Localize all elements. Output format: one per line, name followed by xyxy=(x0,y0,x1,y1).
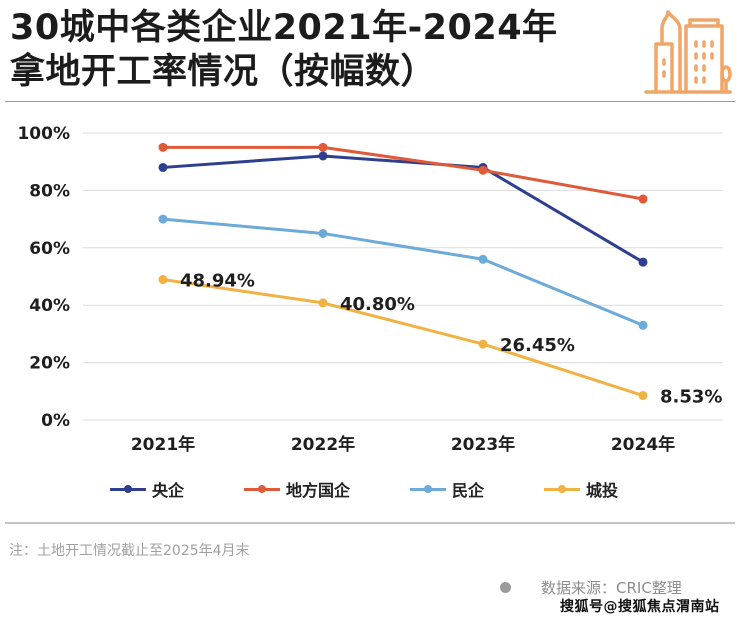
city-buildings-icon xyxy=(644,10,732,94)
data-point xyxy=(478,254,488,264)
footnote: 注：土地开工情况截止至2025年4月末 xyxy=(9,543,250,559)
series-1 xyxy=(158,142,648,204)
legend-label: 城投 xyxy=(586,481,619,500)
y-tick-label: 20% xyxy=(29,354,70,374)
x-tick-label: 2021年 xyxy=(131,434,195,455)
y-axis-ticks: 0% 20% 40% 60% 80% 100% xyxy=(17,124,70,431)
data-point xyxy=(638,391,648,401)
series-2 xyxy=(158,214,648,330)
legend-item: 央企 xyxy=(110,477,184,501)
series-line xyxy=(161,145,645,201)
data-point xyxy=(638,257,648,267)
series-line xyxy=(161,154,645,264)
bullet-icon xyxy=(500,582,511,593)
data-point xyxy=(158,142,168,152)
series-lines xyxy=(158,142,648,401)
data-point xyxy=(478,339,488,349)
data-point xyxy=(318,151,328,161)
data-point xyxy=(638,320,648,330)
legend-item: 城投 xyxy=(544,477,618,501)
legend-item: 地方国企 xyxy=(244,477,350,501)
header-divider xyxy=(5,101,735,102)
data-source-text: 数据来源：CRIC整理 xyxy=(541,579,682,597)
series-line xyxy=(161,217,645,327)
y-tick-label: 40% xyxy=(29,296,70,316)
chart-title-line-2: 拿地开工率情况（按幅数） xyxy=(10,52,437,92)
footer-divider xyxy=(5,522,735,524)
data-point xyxy=(478,165,488,175)
data-point xyxy=(158,275,168,285)
data-label: 48.94% xyxy=(180,271,255,292)
gridlines xyxy=(83,132,723,421)
chart-title-line-1: 30城中各类企业2021年-2024年 xyxy=(10,8,558,48)
series-line xyxy=(161,278,645,398)
y-tick-label: 60% xyxy=(29,239,70,259)
legend-marker-icon xyxy=(244,483,281,495)
y-tick-label: 100% xyxy=(17,124,70,144)
chart-title: 30城中各类企业2021年-2024年 拿地开工率情况（按幅数） xyxy=(10,6,630,94)
legend-label: 民企 xyxy=(452,481,485,500)
x-tick-label: 2024年 xyxy=(611,434,675,455)
x-axis-ticks: 2021年 2022年 2023年 2024年 xyxy=(131,434,675,455)
data-source: 数据来源：CRIC整理 xyxy=(500,577,682,598)
legend-item: 民企 xyxy=(410,477,484,501)
legend-marker-icon xyxy=(410,483,447,495)
data-point xyxy=(158,214,168,224)
x-tick-label: 2023年 xyxy=(451,434,515,455)
chart-legend: 央企 地方国企 民企 城投 xyxy=(110,477,678,501)
data-point xyxy=(318,228,328,238)
publisher-watermark: 搜狐号@搜狐焦点渭南站 xyxy=(560,599,720,615)
legend-marker-icon xyxy=(544,483,581,495)
line-chart: 0%20%40%60%80%100% 2021年 2022年 2023年 2024年 … xyxy=(17,124,723,455)
y-tick-label: 0% xyxy=(41,411,70,431)
y-tick-label: 80% xyxy=(29,181,70,201)
data-labels: 48.94% 40.80% 26.45% 8.53% xyxy=(180,271,722,408)
data-point xyxy=(158,162,168,172)
data-point xyxy=(638,194,648,204)
x-tick-label: 2022年 xyxy=(291,434,355,455)
data-point xyxy=(318,142,328,152)
data-point xyxy=(318,298,328,308)
series-3 xyxy=(158,275,648,401)
legend-label: 央企 xyxy=(152,481,185,500)
legend-marker-icon xyxy=(110,483,146,495)
data-label: 26.45% xyxy=(500,335,575,356)
legend-label: 地方国企 xyxy=(286,481,351,500)
series-0 xyxy=(158,151,648,267)
data-label: 40.80% xyxy=(340,294,415,315)
data-label: 8.53% xyxy=(660,387,722,408)
